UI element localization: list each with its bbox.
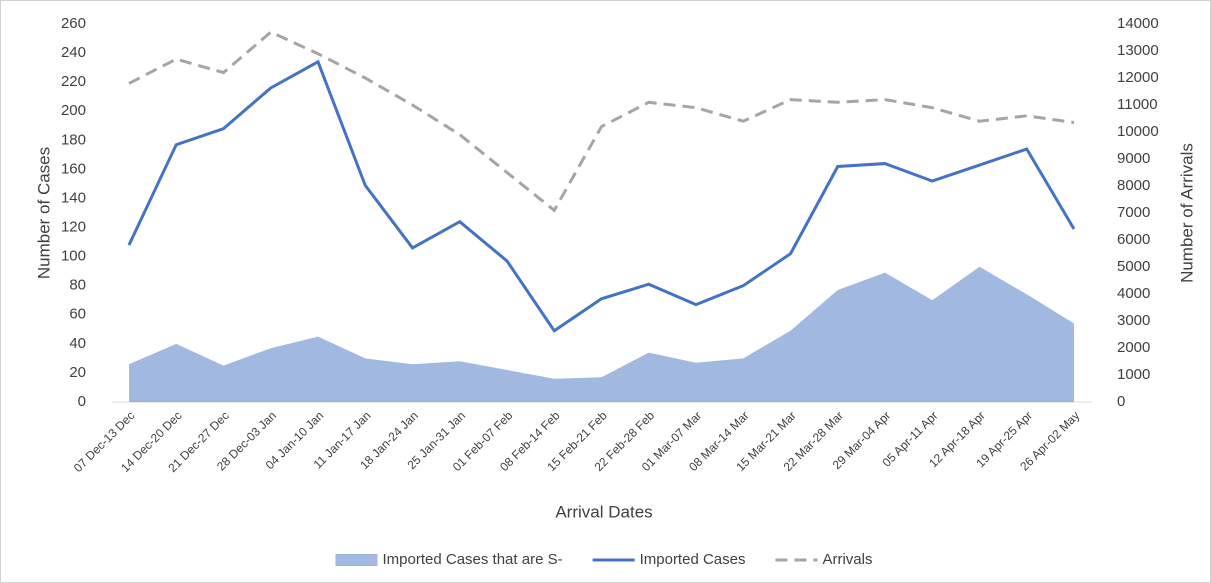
y-tick-label: 220 bbox=[61, 73, 86, 90]
legend-item: Imported Cases bbox=[592, 551, 746, 568]
y-tick-label: 60 bbox=[69, 306, 86, 323]
y2-axis-title: Number of Arrivals bbox=[1177, 143, 1196, 283]
y-tick-label: 140 bbox=[61, 189, 86, 206]
line bbox=[127, 59, 1076, 333]
y2-tick-label: 5000 bbox=[1117, 258, 1150, 275]
y2-tick-label: 2000 bbox=[1117, 339, 1150, 356]
x-axis-title: Arrival Dates bbox=[555, 502, 652, 521]
y2-tick-label: 1000 bbox=[1117, 366, 1150, 383]
y2-tick-label: 8000 bbox=[1117, 177, 1150, 194]
y2-tick-label: 14000 bbox=[1117, 15, 1159, 32]
y2-tick-label: 13000 bbox=[1117, 42, 1159, 59]
y2-tick-label: 12000 bbox=[1117, 69, 1159, 86]
area bbox=[129, 266, 1074, 402]
y-tick-label: 0 bbox=[78, 393, 86, 410]
y-tick-label: 200 bbox=[61, 102, 86, 119]
y-tick-label: 180 bbox=[61, 131, 86, 148]
legend-label: Arrivals bbox=[822, 551, 872, 568]
y-tick-label: 160 bbox=[61, 160, 86, 177]
y2-tick-label: 0 bbox=[1117, 393, 1125, 410]
y2-tick-label: 10000 bbox=[1117, 123, 1159, 140]
legend-label: Imported Cases that are S- bbox=[383, 551, 563, 568]
legend-item: Imported Cases that are S- bbox=[335, 551, 563, 568]
y2-tick-label: 7000 bbox=[1117, 204, 1150, 221]
y-tick-label: 40 bbox=[69, 335, 86, 352]
y2-tick-label: 9000 bbox=[1117, 150, 1150, 167]
y-tick-label: 80 bbox=[69, 277, 86, 294]
y-tick-label: 260 bbox=[61, 15, 86, 32]
y2-tick-label: 11000 bbox=[1117, 96, 1158, 113]
y-tick-label: 120 bbox=[61, 219, 86, 236]
y2-tick-label: 6000 bbox=[1117, 231, 1150, 248]
line bbox=[128, 30, 1075, 213]
legend-swatch bbox=[335, 554, 378, 566]
y2-tick-label: 4000 bbox=[1117, 285, 1150, 302]
y-tick-label: 100 bbox=[61, 248, 86, 265]
legend-label: Imported Cases bbox=[640, 551, 746, 568]
y-tick-label: 20 bbox=[69, 364, 86, 381]
y-axis-title: Number of Cases bbox=[34, 147, 53, 279]
y-tick-label: 240 bbox=[61, 44, 86, 61]
y2-tick-label: 3000 bbox=[1117, 312, 1150, 329]
legend-item: Arrivals bbox=[775, 551, 873, 568]
